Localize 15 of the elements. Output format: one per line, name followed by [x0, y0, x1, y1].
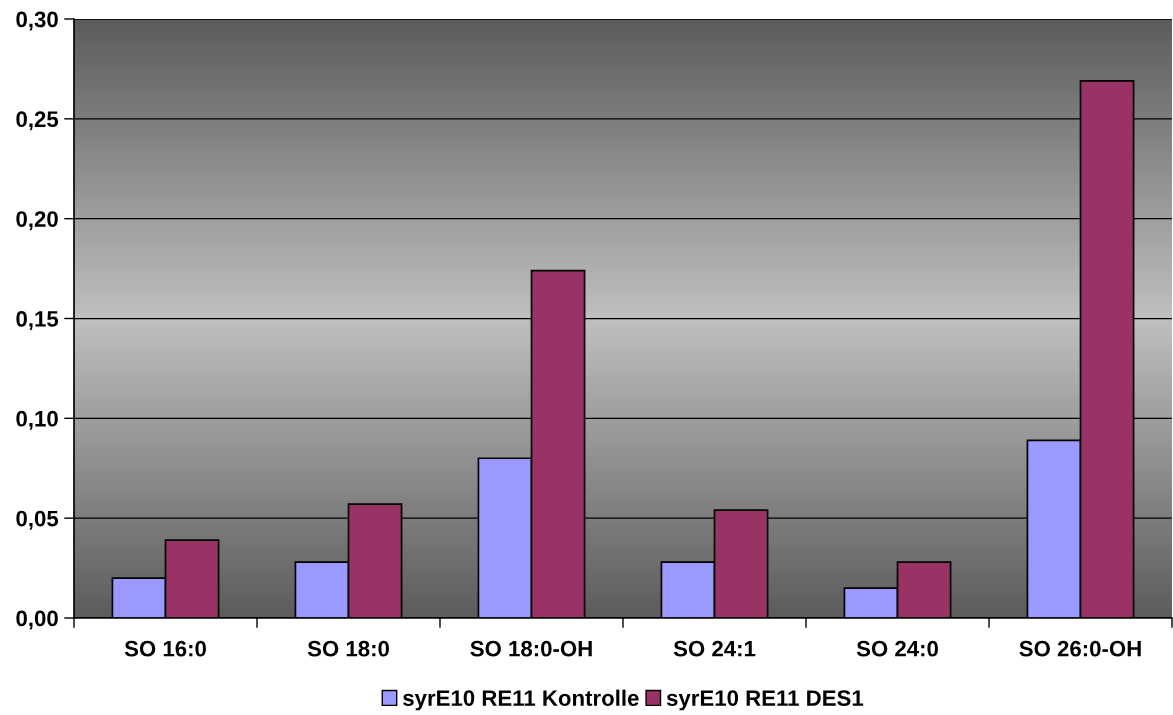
x-tick-label: SO 18:0 [307, 640, 389, 657]
legend-label: syrE10 RE11 DES1 [666, 690, 864, 711]
legend-label: syrE10 RE11 Kontrolle [403, 689, 639, 711]
x-tick-label: SO 24:0 [856, 640, 938, 657]
y-tick-label: 0,05 [16, 510, 59, 530]
x-tick-label: SO 24:1 [673, 640, 756, 657]
x-tick-label: SO 26:0-OH [1019, 640, 1141, 657]
y-tick-label: 0,00 [16, 610, 58, 630]
y-tick-label: 0,15 [16, 311, 59, 330]
x-tick-label: SO 18:0-OH [470, 640, 592, 657]
y-tick-label: 0,25 [16, 111, 59, 131]
y-tick-label: 0,10 [16, 410, 58, 430]
x-tick-label: SO 16:0 [124, 640, 206, 657]
y-tick-label: 0,30 [16, 11, 58, 31]
y-tick-label: 0,20 [16, 211, 58, 231]
